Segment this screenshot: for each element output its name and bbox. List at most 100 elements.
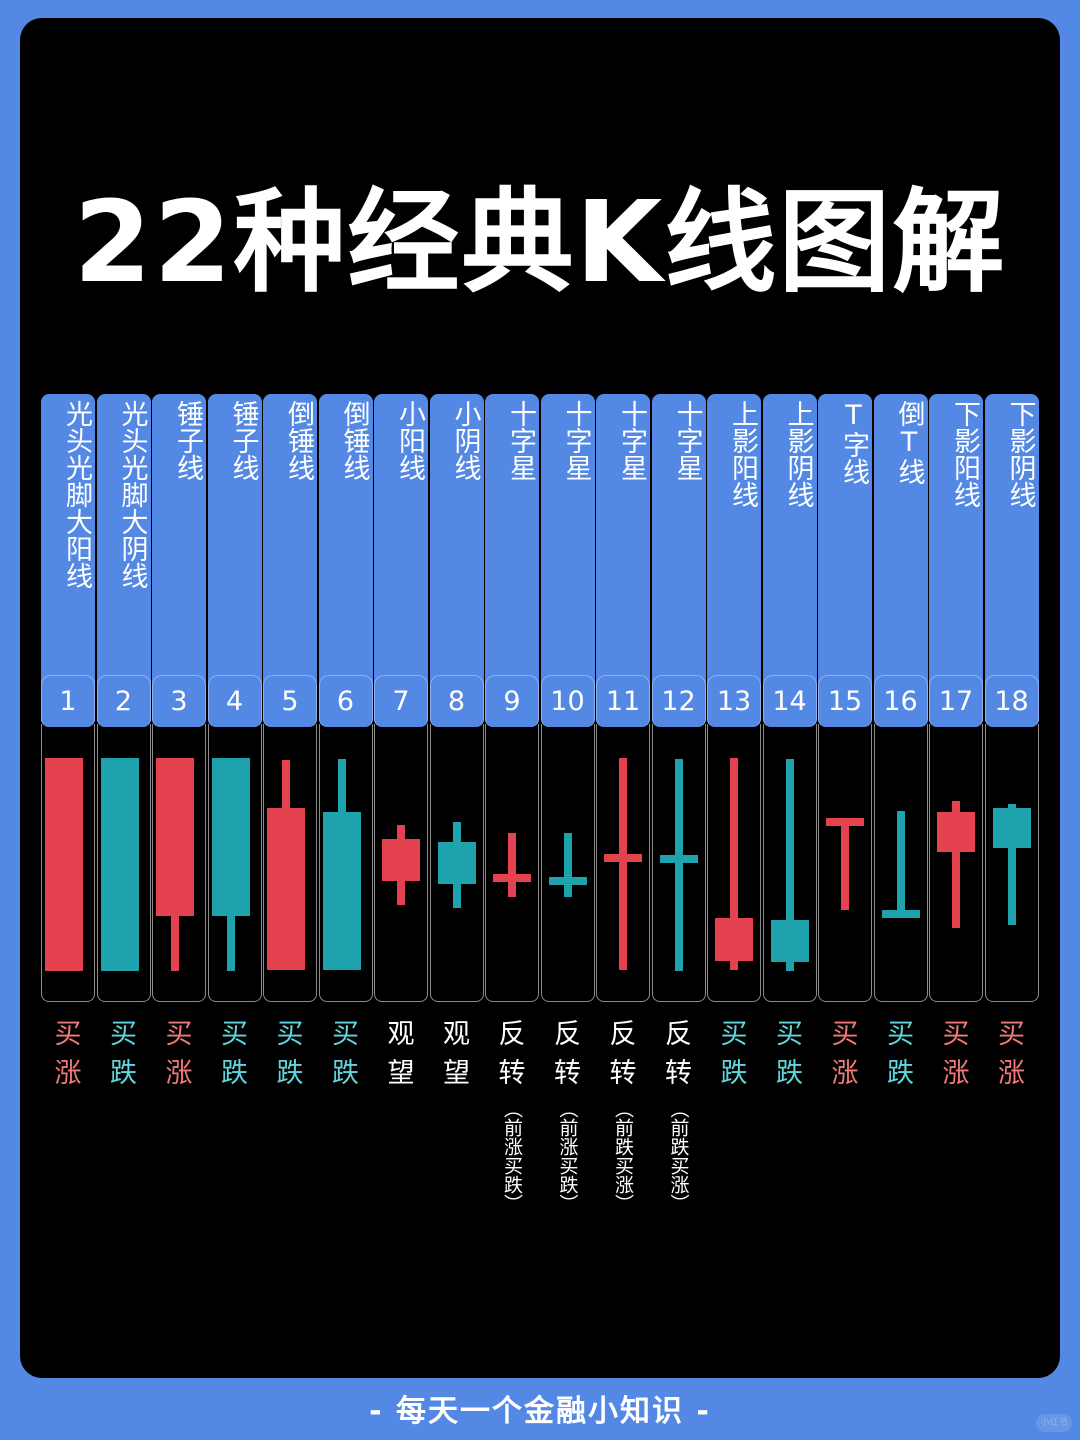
- candle-frame: [929, 724, 983, 1002]
- signal-note: （前跌买涨）: [667, 1099, 690, 1213]
- column-header: 下影阳线: [929, 394, 983, 684]
- candle-wick: [508, 833, 516, 897]
- footer-tagline: - 每天一个金融小知识 -: [369, 1394, 711, 1429]
- signal-text: 买跌: [110, 1019, 137, 1089]
- column-header: 光头光脚大阴线: [96, 394, 151, 684]
- candle-body: [156, 758, 194, 916]
- signal-note: （前跌买涨）: [612, 1099, 634, 1213]
- column-header: T字线: [818, 394, 872, 684]
- signal-label: 买跌: [208, 1015, 262, 1093]
- signal-label: 买跌: [263, 1015, 317, 1093]
- pattern-number-badge: 8: [429, 675, 484, 727]
- column-header: 十字星: [540, 394, 595, 684]
- pattern-number-badge: 4: [207, 675, 262, 727]
- pattern-number-badge: 7: [374, 675, 428, 727]
- signal-label: 买跌: [319, 1015, 373, 1093]
- pattern-name: 十字星: [671, 400, 703, 481]
- signal-text: 反转: [609, 1019, 637, 1089]
- signal-label: 买涨: [818, 1015, 872, 1093]
- signal-text: 观望: [387, 1019, 415, 1089]
- pattern-number-badge: 16: [873, 675, 928, 727]
- pattern-number-badge: 2: [96, 675, 151, 727]
- signal-label: 反转 （前涨买跌）: [541, 1015, 595, 1213]
- candle-body: [659, 855, 698, 863]
- candle-body: [267, 808, 305, 970]
- signal-label: 反转 （前跌买涨）: [652, 1015, 706, 1213]
- pattern-name: 光头光脚大阳线: [61, 400, 92, 589]
- column-header: 十字星: [485, 394, 539, 684]
- signal-label: 买涨: [929, 1015, 983, 1093]
- candle-body: [604, 854, 642, 862]
- pattern-name: 十字星: [616, 400, 647, 481]
- signal-note: （前涨买跌）: [501, 1099, 523, 1213]
- pattern-name: 光头光脚大阴线: [116, 400, 148, 589]
- pattern-number-badge: 5: [263, 675, 317, 727]
- signal-label: 反转 （前跌买涨）: [596, 1015, 650, 1213]
- candle-wick: [674, 759, 683, 971]
- signal-note: （前涨买跌）: [556, 1099, 579, 1213]
- pattern-number-badge: 15: [818, 675, 872, 727]
- candle-body: [322, 812, 361, 970]
- pattern-name: 下影阳线: [949, 400, 980, 508]
- candle-frame: [207, 724, 262, 1002]
- pattern-name: 上影阳线: [727, 400, 758, 508]
- candle-frame: [540, 724, 595, 1002]
- column-header: 锤子线: [207, 394, 262, 684]
- pattern-number-badge: 12: [651, 675, 706, 727]
- pattern-name: 上影阴线: [782, 400, 814, 508]
- signal-text: 买跌: [776, 1019, 803, 1089]
- pattern-name: 小阳线: [394, 400, 425, 481]
- signal-text: 买涨: [165, 1019, 193, 1089]
- pattern-name: 十字星: [505, 400, 536, 481]
- signal-label: 买跌: [763, 1015, 817, 1093]
- column-header: 上影阳线: [707, 394, 761, 684]
- candle-body: [382, 839, 420, 881]
- candle-frame: [485, 724, 539, 1002]
- candle-wick: [282, 760, 290, 810]
- signal-label: 观望: [430, 1015, 484, 1093]
- signal-text: 买涨: [942, 1019, 970, 1089]
- column-header: 下影阴线: [984, 394, 1039, 684]
- signal-text: 买跌: [332, 1019, 359, 1089]
- pattern-number-badge: 1: [41, 675, 95, 727]
- candle-frame: [873, 724, 928, 1002]
- pattern-number-badge: 11: [596, 675, 650, 727]
- candle-wick: [226, 914, 235, 971]
- pattern-name: 锤子线: [227, 400, 259, 481]
- pattern-name: 倒锤线: [338, 400, 370, 481]
- column-header: 倒锤线: [263, 394, 317, 684]
- candle-body: [881, 910, 920, 918]
- signal-text: 反转: [498, 1019, 526, 1089]
- pattern-name: 小阴线: [449, 400, 481, 481]
- pattern-name: 十字星: [560, 400, 592, 481]
- candle-body: [992, 808, 1031, 848]
- candle-body: [437, 842, 476, 884]
- candle-wick: [785, 759, 794, 971]
- signal-text: 买跌: [221, 1019, 248, 1089]
- candle-body: [937, 812, 975, 852]
- column-header: 倒锤线: [318, 394, 373, 684]
- pattern-number-badge: 13: [707, 675, 761, 727]
- signal-label: 买跌: [707, 1015, 761, 1093]
- candle-wick: [896, 811, 905, 913]
- signal-text: 观望: [443, 1019, 470, 1089]
- watermark-badge: 小红书: [1036, 1414, 1072, 1432]
- signal-label: 观望: [374, 1015, 428, 1093]
- signal-label: 买跌: [874, 1015, 928, 1093]
- candle-body: [100, 758, 139, 971]
- pattern-number-badge: 3: [152, 675, 206, 727]
- column-header: 十字星: [651, 394, 706, 684]
- candle-wick: [171, 914, 179, 971]
- candle-body: [493, 874, 531, 882]
- candle-body: [45, 758, 83, 971]
- column-header: 小阳线: [374, 394, 428, 684]
- candle-frame: [818, 724, 872, 1002]
- candle-frame: [152, 724, 206, 1002]
- candle-frame: [707, 724, 761, 1002]
- pattern-number-badge: 14: [762, 675, 817, 727]
- candle-frame: [762, 724, 817, 1002]
- candle-body: [548, 877, 587, 885]
- signal-label: 反转 （前涨买跌）: [485, 1015, 539, 1213]
- signal-text: 反转: [554, 1019, 581, 1089]
- candle-frame: [429, 724, 484, 1002]
